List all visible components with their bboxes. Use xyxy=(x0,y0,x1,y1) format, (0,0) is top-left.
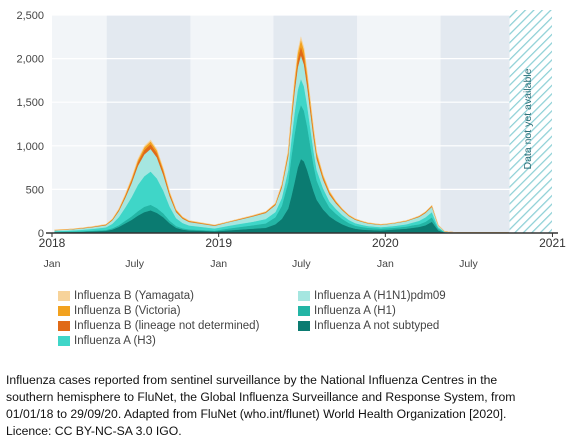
legend-swatch xyxy=(58,336,70,346)
caption-line: southern hemisphere to FluNet, the Globa… xyxy=(6,390,516,404)
figure-caption: Influenza cases reported from sentinel s… xyxy=(6,372,581,440)
legend-swatch xyxy=(58,306,70,316)
y-tick-label: 500 xyxy=(26,184,44,196)
month-label: Jan xyxy=(377,258,394,270)
legend-label: Influenza A (H3) xyxy=(74,335,156,347)
year-label: 2019 xyxy=(205,236,232,250)
legend-label: Influenza A not subtyped xyxy=(314,320,440,332)
y-tick-label: 1,000 xyxy=(16,141,44,153)
legend-label: Influenza A (H1N1)pdm09 xyxy=(314,290,446,302)
month-label: July xyxy=(459,258,478,270)
year-label: 2018 xyxy=(39,236,66,250)
caption-line: Influenza cases reported from sentinel s… xyxy=(6,373,498,387)
data-unavailable-label: Data not yet available xyxy=(522,68,534,169)
legend-item-yamagata: Influenza B (Yamagata) xyxy=(58,290,194,302)
legend-label: Influenza B (lineage not determined) xyxy=(74,320,260,332)
legend-item-b-lineage-not-determined: Influenza B (lineage not determined) xyxy=(58,320,259,332)
legend-item-victoria: Influenza B (Victoria) xyxy=(58,305,181,317)
legend-label: Influenza A (H1) xyxy=(314,305,396,317)
legend-swatch xyxy=(58,291,70,301)
month-label: Jan xyxy=(210,258,227,270)
month-label: Jan xyxy=(44,258,61,270)
month-label: July xyxy=(125,258,144,270)
legend-swatch xyxy=(298,321,310,331)
year-label: 2020 xyxy=(372,236,399,250)
legend-item-a-not-subtyped: Influenza A not subtyped xyxy=(298,320,439,332)
y-tick-label: 0 xyxy=(38,228,44,240)
month-label: July xyxy=(292,258,311,270)
caption-line: Licence: CC BY-NC-SA 3.0 IGO. xyxy=(6,424,182,438)
legend-label: Influenza B (Victoria) xyxy=(74,305,181,317)
season-band xyxy=(440,15,510,233)
legend-item-h3: Influenza A (H3) xyxy=(58,335,156,347)
legend-item-h1n1pdm09: Influenza A (H1N1)pdm09 xyxy=(298,290,446,302)
legend-item-h1: Influenza A (H1) xyxy=(298,305,396,317)
legend-swatch xyxy=(298,291,310,301)
caption-line: 01/01/18 to 29/09/20. Adapted from FluNe… xyxy=(6,407,507,421)
y-tick-label: 2,000 xyxy=(16,54,44,66)
y-tick-label: 2,500 xyxy=(16,10,44,22)
data-unavailable-region: Data not yet available xyxy=(509,10,552,233)
hatched-area xyxy=(509,10,552,233)
legend-swatch xyxy=(298,306,310,316)
influenza-chart: 0 500 1,000 1,500 2,000 2,500 Data not yet av… xyxy=(16,10,566,270)
legend-label: Influenza B (Yamagata) xyxy=(74,290,194,302)
legend-swatch xyxy=(58,321,70,331)
year-label: 2021 xyxy=(539,236,566,250)
x-axis: 2018 2019 2020 2021 Jan July Jan July Jan July xyxy=(39,232,566,270)
y-axis-labels: 0 500 1,000 1,500 2,000 2,500 xyxy=(16,10,44,240)
y-tick-label: 1,500 xyxy=(16,97,44,109)
